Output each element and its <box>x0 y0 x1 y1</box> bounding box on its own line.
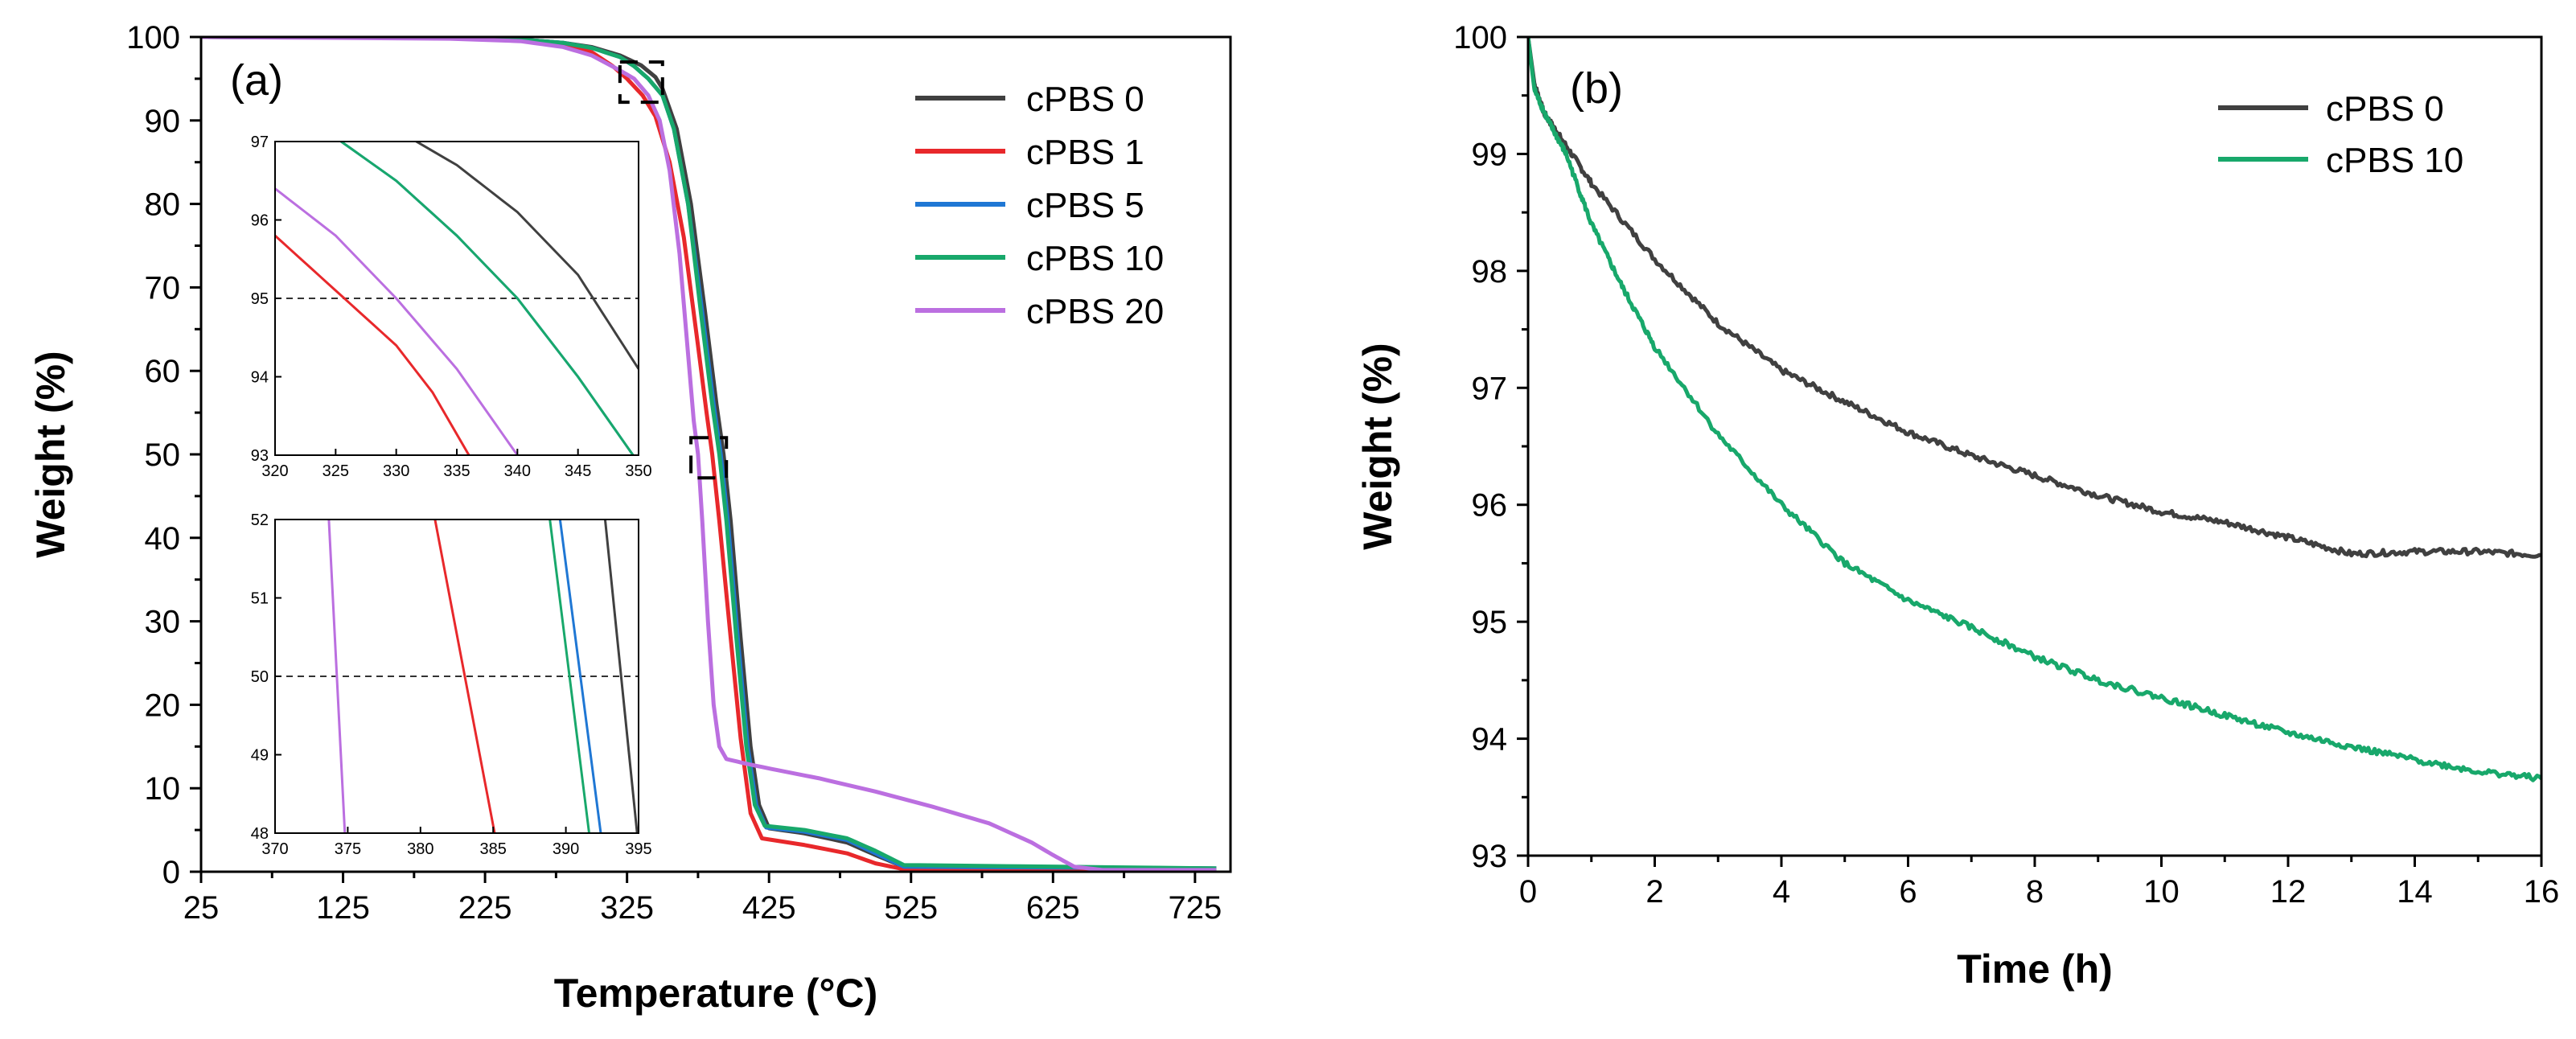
x-tick-label: 225 <box>458 890 512 926</box>
x-tick-label: 10 <box>2143 874 2180 910</box>
x-tick-label: 725 <box>1168 890 1222 926</box>
inset-series-cpbs-20 <box>275 187 519 455</box>
y-tick-label: 40 <box>145 521 181 556</box>
x-tick-label: 14 <box>2397 874 2433 910</box>
x-tick-label: 6 <box>1899 874 1917 910</box>
panel-a: 25 125 225 325 425 525 625 725 0 10 20 30 40 50 60 70 80… <box>28 20 1232 1016</box>
inset-y-tick-label: 49 <box>251 747 269 765</box>
inset-x-tick-label: 395 <box>625 840 651 858</box>
legend-a: cPBS 0 cPBS 1 cPBS 5 cPBS 10 cPBS 20 <box>915 80 1164 331</box>
y-tick-label: 98 <box>1472 254 1508 290</box>
legend-label: cPBS 1 <box>1026 133 1144 172</box>
panel-label-a: (a) <box>230 56 283 105</box>
y-tick-label: 100 <box>126 20 180 55</box>
legend-label: cPBS 10 <box>2326 141 2463 180</box>
inset-series-cpbs-0 <box>603 520 639 833</box>
series-line-b-cpbs-0 <box>1528 37 2541 559</box>
x-tick-label: 625 <box>1026 890 1080 926</box>
inset-y-tick-label: 93 <box>251 447 269 465</box>
x-tick-label: 16 <box>2524 874 2560 910</box>
zoom-region-marker <box>689 436 729 480</box>
legend-label: cPBS 20 <box>1026 292 1164 331</box>
x-tick-label: 125 <box>316 890 370 926</box>
inset-y-tick-label: 48 <box>251 825 269 843</box>
x-tick-label: 325 <box>600 890 654 926</box>
inset-series-cpbs-0 <box>413 142 639 370</box>
y-tick-label: 94 <box>1472 722 1508 758</box>
inset-x-tick-label: 330 <box>383 462 409 480</box>
legend-label: cPBS 0 <box>1026 80 1144 119</box>
inset-y-tick-label: 52 <box>251 511 269 529</box>
y-tick-label: 20 <box>145 688 181 723</box>
inset-y-tick-label: 94 <box>251 369 269 387</box>
inset-x-tick-label: 340 <box>504 462 531 480</box>
series-line-cpbs-20 <box>201 37 1217 872</box>
legend-b: cPBS 0 cPBS 10 <box>2218 89 2463 180</box>
y-axis-title: Weight (%) <box>28 351 73 557</box>
y-tick-label: 60 <box>145 354 181 389</box>
y-tick-label: 97 <box>1472 371 1508 406</box>
y-tick-label: 100 <box>1453 20 1507 55</box>
x-tick-label: 25 <box>183 890 220 926</box>
panel-b-lines <box>1528 37 2541 782</box>
inset-y-tick-label: 97 <box>251 133 269 151</box>
inset-x-tick-label: 380 <box>407 840 433 858</box>
panel-a-lines <box>201 37 1217 872</box>
inset-series-cpbs-1 <box>433 520 496 833</box>
x-tick-label: 2 <box>1645 874 1663 910</box>
inset-x-tick-label: 350 <box>625 462 651 480</box>
y-tick-label: 30 <box>145 605 181 640</box>
x-tick-label: 525 <box>884 890 938 926</box>
x-tick-label: 12 <box>2270 874 2307 910</box>
inset-lower: 370 375 380 385 390 395 48 49 50 51 52 <box>251 511 652 858</box>
inset-x-tick-label: 325 <box>323 462 349 480</box>
inset-lines <box>275 520 639 833</box>
x-tick-label: 0 <box>1519 874 1537 910</box>
x-axis-title: Time (h) <box>1957 947 2113 992</box>
inset-series-cpbs-20 <box>327 520 347 833</box>
inset-x-tick-label: 345 <box>565 462 591 480</box>
inset-x-tick-label: 320 <box>261 462 288 480</box>
inset-series-cpbs-10 <box>548 520 591 833</box>
y-tick-label: 95 <box>1472 605 1508 640</box>
inset-x-tick-label: 335 <box>443 462 470 480</box>
legend-label: cPBS 10 <box>1026 239 1164 278</box>
legend-label: cPBS 5 <box>1026 186 1144 225</box>
x-axis-title: Temperature (°C) <box>554 971 877 1016</box>
zoom-region-marker <box>618 60 664 105</box>
series-line-cpbs-1 <box>201 37 1217 872</box>
y-tick-label: 93 <box>1472 839 1508 874</box>
inset-y-tick-label: 96 <box>251 212 269 230</box>
x-tick-label: 4 <box>1773 874 1790 910</box>
inset-x-tick-label: 370 <box>261 840 288 858</box>
panel-label-b: (b) <box>1570 64 1623 113</box>
y-tick-label: 10 <box>145 771 181 807</box>
panel-b: 0 2 4 6 8 10 12 14 16 93 94 95 96 97 98 99 100 Time (h) We… <box>1355 20 2559 992</box>
inset-x-tick-label: 375 <box>335 840 361 858</box>
y-tick-label: 96 <box>1472 488 1508 524</box>
x-tick-label: 425 <box>742 890 796 926</box>
inset-lines <box>275 142 639 455</box>
y-tick-label: 80 <box>145 187 181 223</box>
y-tick-label: 99 <box>1472 137 1508 172</box>
inset-x-tick-label: 390 <box>553 840 579 858</box>
series-line-cpbs-10 <box>201 37 1217 871</box>
inset-upper: 320 325 330 335 340 345 350 93 94 95 96 97 <box>251 133 652 480</box>
inset-series-cpbs-10 <box>339 142 635 455</box>
inset-series-cpbs-1 <box>275 234 470 455</box>
inset-series-cpbs-5 <box>558 520 602 833</box>
y-tick-label: 90 <box>145 104 181 139</box>
series-line-b-cpbs-10 <box>1528 37 2541 782</box>
inset-x-tick-label: 385 <box>480 840 507 858</box>
legend-label: cPBS 0 <box>2326 89 2444 129</box>
inset-y-tick-label: 95 <box>251 290 269 308</box>
x-tick-label: 8 <box>2026 874 2044 910</box>
y-tick-label: 50 <box>145 437 181 473</box>
inset-y-tick-label: 50 <box>251 668 269 686</box>
y-tick-label: 70 <box>145 270 181 306</box>
y-tick-label: 0 <box>162 855 180 890</box>
y-axis-title: Weight (%) <box>1355 343 1400 549</box>
inset-y-tick-label: 51 <box>251 590 269 608</box>
